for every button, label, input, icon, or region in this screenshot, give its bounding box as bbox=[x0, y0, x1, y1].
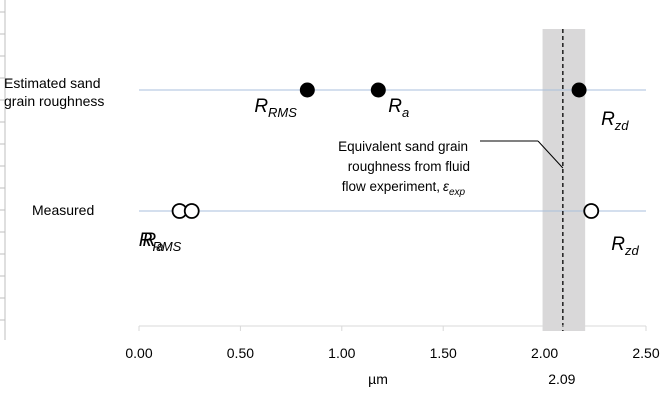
estimated-rms-label: RRMS bbox=[254, 96, 297, 120]
measured-rms-point bbox=[183, 203, 200, 219]
x-tick-label: 2.00 bbox=[531, 345, 558, 361]
estimated-a-label: Ra bbox=[388, 96, 409, 120]
measured-a-label: Ra bbox=[143, 230, 164, 254]
estimated-a-point bbox=[370, 82, 386, 98]
x-axis-ticks: 0.00 0.50 1.00 1.50 2.00 2.50 bbox=[125, 326, 660, 361]
point-label-main: R bbox=[143, 230, 157, 251]
estimated-zd-label: Rzd bbox=[601, 109, 629, 133]
measured-zd-point bbox=[583, 203, 600, 219]
point-label-main: R bbox=[388, 96, 402, 117]
point-label-subscript: zd bbox=[614, 118, 630, 133]
data-points bbox=[171, 82, 600, 219]
point-label-main: R bbox=[254, 96, 268, 117]
category-label-estimated-line1: Estimated sand bbox=[4, 75, 101, 91]
annotation-line-3: flow experiment, bbox=[342, 179, 440, 194]
x-tick-label: 1.50 bbox=[430, 345, 457, 361]
x-axis-title: µm bbox=[368, 371, 388, 387]
experiment-band bbox=[542, 29, 586, 331]
annotation-leader-diagonal bbox=[537, 140, 564, 169]
measured-zd-label: Rzd bbox=[611, 234, 639, 258]
annotation-line-2: roughness from fluid bbox=[348, 159, 470, 174]
annotation-epsilon-symbol: ε bbox=[443, 179, 450, 194]
point-label-subscript: a bbox=[156, 239, 163, 254]
annotation-epsilon: εexp bbox=[443, 179, 465, 198]
point-label-subscript: zd bbox=[624, 243, 640, 258]
point-label-main: R bbox=[601, 109, 615, 130]
reference-value-label: 2.09 bbox=[548, 371, 575, 387]
category-label-measured: Measured bbox=[32, 202, 94, 218]
point-label-main: R bbox=[611, 234, 625, 255]
point-label-subscript: RMS bbox=[152, 239, 181, 254]
category-label-estimated-line2: grain roughness bbox=[4, 93, 104, 109]
point-label-subscript: a bbox=[402, 105, 409, 120]
estimated-zd-point bbox=[571, 82, 587, 98]
point-label-main: R bbox=[139, 230, 153, 251]
x-tick-label: 0.00 bbox=[125, 345, 152, 361]
category-label-estimated: Estimated sand grain roughness bbox=[4, 75, 104, 109]
point-label-subscript: RMS bbox=[268, 105, 297, 120]
measured-rms-label: RRMS bbox=[139, 230, 182, 254]
x-tick-label: 1.00 bbox=[328, 345, 355, 361]
annotation-line-1: Equivalent sand grain bbox=[338, 139, 468, 154]
x-tick-label: 0.50 bbox=[227, 345, 254, 361]
annotation-epsilon-sub: exp bbox=[449, 187, 466, 198]
estimated-rms-point bbox=[299, 82, 315, 98]
y-axis-ticks bbox=[0, 11, 5, 321]
x-tick-label: 2.50 bbox=[632, 345, 659, 361]
